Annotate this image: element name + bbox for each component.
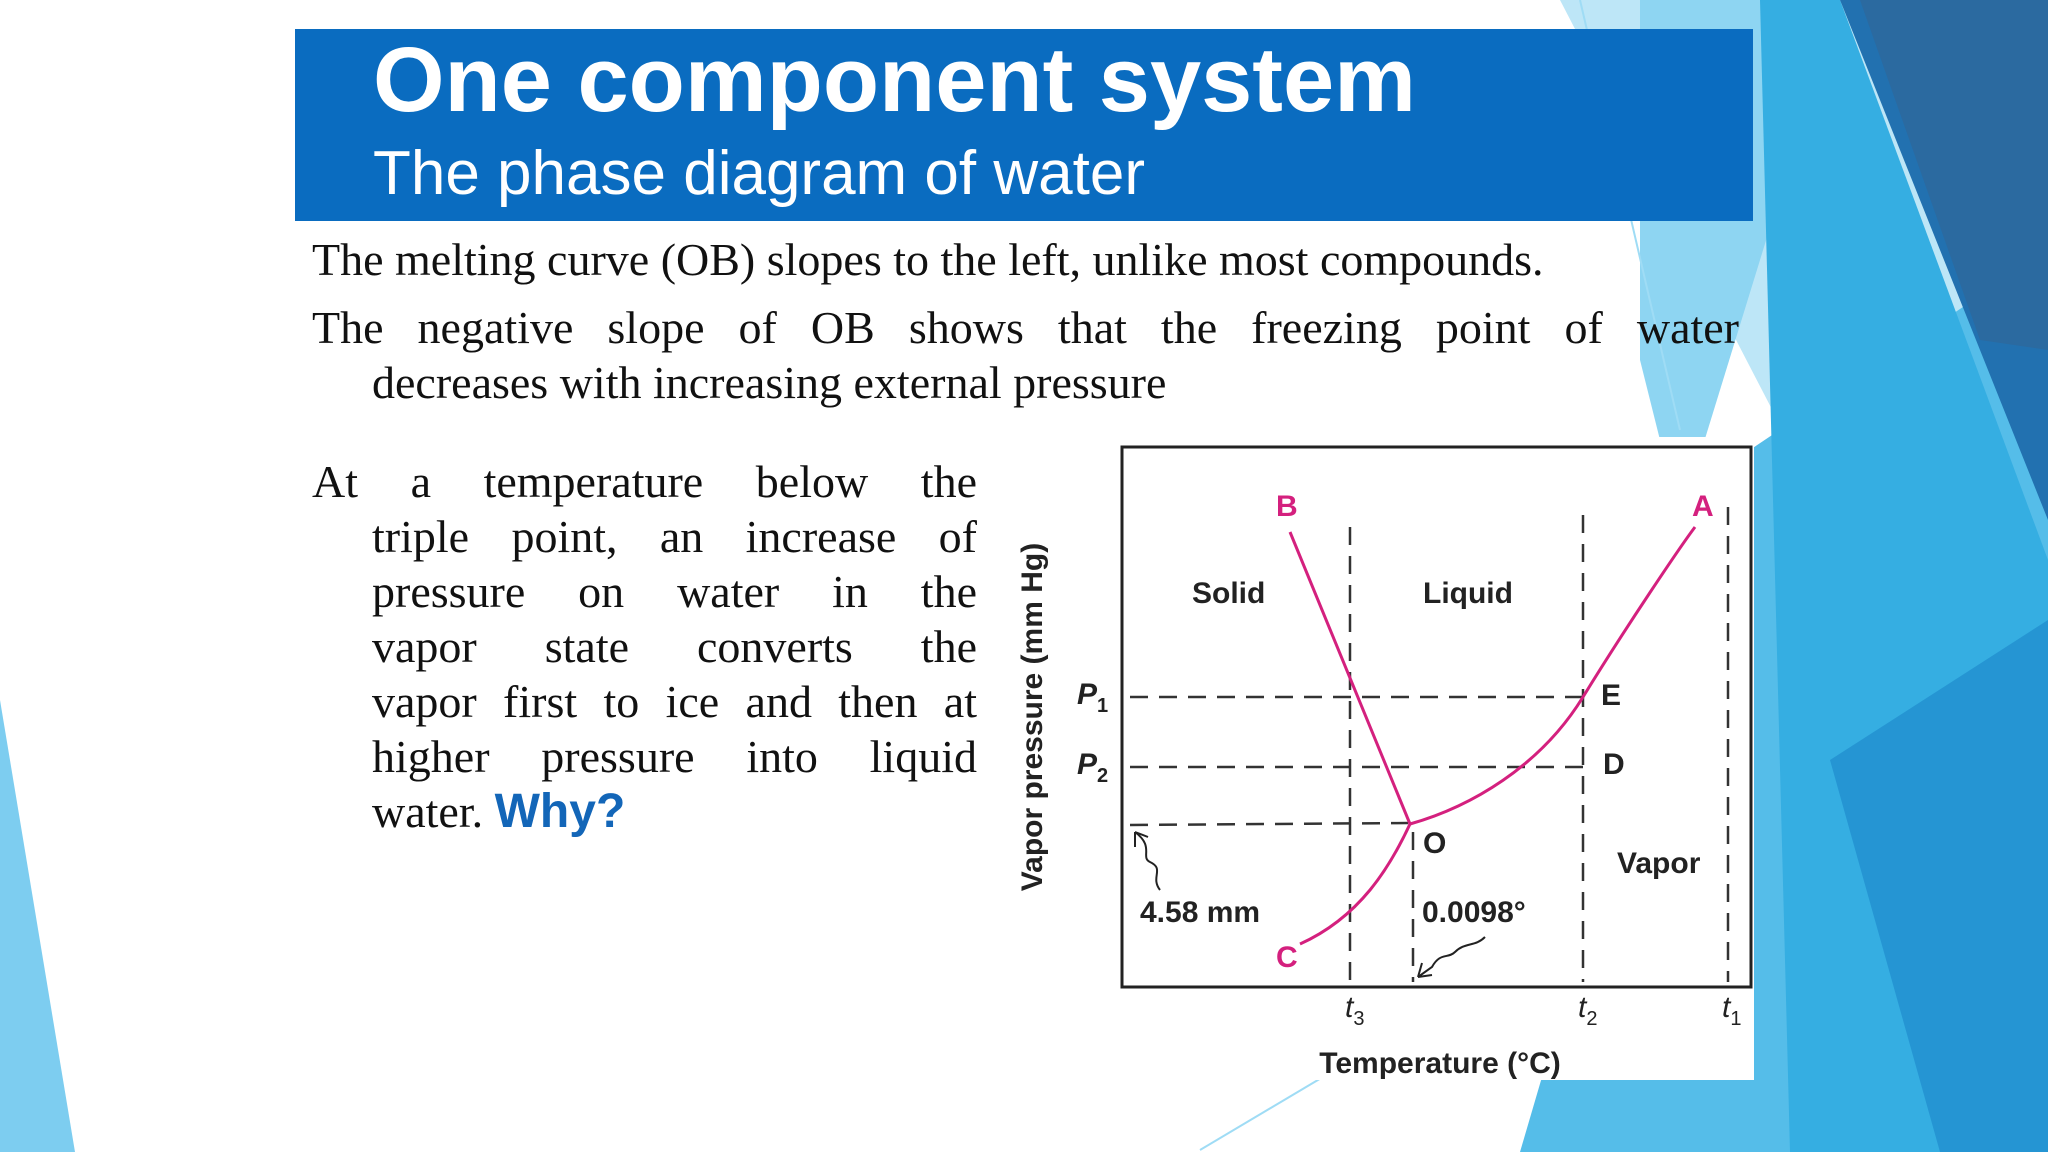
region-solid-label: Solid xyxy=(1192,577,1265,610)
diagram-frame xyxy=(1120,445,1753,989)
point-O-label: O xyxy=(1423,827,1446,860)
y-axis-label: Vapor pressure (mm Hg) xyxy=(1016,543,1049,891)
temperature-arrowhead xyxy=(1417,962,1433,978)
temperature-arrow xyxy=(1417,936,1486,978)
p1-letter: P xyxy=(1077,678,1098,711)
slide-subtitle: The phase diagram of water xyxy=(373,139,1145,208)
paragraph-line: vapor state converts the xyxy=(372,621,977,672)
sublimation-curve-OC xyxy=(1299,823,1412,946)
paragraph-negative-slope: The negative slope of OB shows that the … xyxy=(312,300,1739,410)
pressure-arrowhead xyxy=(1134,831,1149,847)
t2-subscript: 2 xyxy=(1586,1008,1597,1030)
paragraph-line-text: water. xyxy=(372,786,484,837)
right-bottom-shard xyxy=(1830,620,2048,1152)
paragraph-triple-point: At a temperature below the triple point,… xyxy=(312,454,977,839)
paragraph-negative-slope-line1: The negative slope of OB shows that the … xyxy=(312,302,1739,353)
t3-letter: t xyxy=(1345,991,1355,1024)
t3-subscript: 3 xyxy=(1353,1008,1364,1030)
paragraph-negative-slope-line2: decreases with increasing external press… xyxy=(372,357,1167,408)
point-B-label: B xyxy=(1276,490,1298,523)
t2-label: t2 xyxy=(1578,991,1597,1030)
paragraph-line: At a temperature below the xyxy=(312,456,977,507)
right-deep-shard xyxy=(1860,0,2048,350)
region-liquid-label: Liquid xyxy=(1423,577,1513,610)
p1-label: P1 xyxy=(1077,678,1108,717)
paragraph-line: vapor first to ice and then at xyxy=(372,676,977,727)
p2-letter: P xyxy=(1077,748,1098,781)
t2-letter: t xyxy=(1578,991,1588,1024)
paragraph-line: triple point, an increase of xyxy=(372,511,977,562)
why-question: Why? xyxy=(494,785,626,838)
paragraph-melting-curve: The melting curve (OB) slopes to the lef… xyxy=(312,234,1544,285)
triple-pressure-annotation: 4.58 mm xyxy=(1140,896,1260,929)
slide-title: One component system xyxy=(373,29,1416,131)
t1-subscript: 1 xyxy=(1730,1008,1741,1030)
point-D-label: D xyxy=(1603,748,1625,781)
point-C-label: C xyxy=(1276,941,1298,974)
vaporization-curve-OA xyxy=(1409,526,1697,826)
x-axis-label: Temperature (°C) xyxy=(1319,1047,1560,1080)
triple-temperature-annotation: 0.0098° xyxy=(1422,896,1526,929)
pressure-arrow xyxy=(1134,831,1161,891)
left-blue-shard xyxy=(0,700,75,1152)
p2-subscript: 2 xyxy=(1097,765,1108,787)
paragraph-line: pressure on water in the xyxy=(372,566,977,617)
title-bar xyxy=(295,29,1753,221)
paragraph-line-last: water. Why? xyxy=(312,784,977,839)
phase-diagram: Vapor pressure (mm Hg) Temperature (°C) … xyxy=(1016,445,1753,1080)
region-vapor-label: Vapor xyxy=(1617,847,1701,880)
p1-subscript: 1 xyxy=(1097,695,1108,717)
paragraph-line: higher pressure into liquid xyxy=(372,731,977,782)
t3-label: t3 xyxy=(1345,991,1364,1030)
diagram-panel xyxy=(1000,437,1754,1080)
p2-label: P2 xyxy=(1077,748,1108,787)
t1-label: t1 xyxy=(1722,991,1741,1030)
melting-curve-OB xyxy=(1288,531,1412,825)
t1-letter: t xyxy=(1722,991,1732,1024)
point-A-label: A xyxy=(1692,490,1714,523)
triple-pressure-guide xyxy=(1129,821,1409,827)
point-E-label: E xyxy=(1601,679,1621,712)
